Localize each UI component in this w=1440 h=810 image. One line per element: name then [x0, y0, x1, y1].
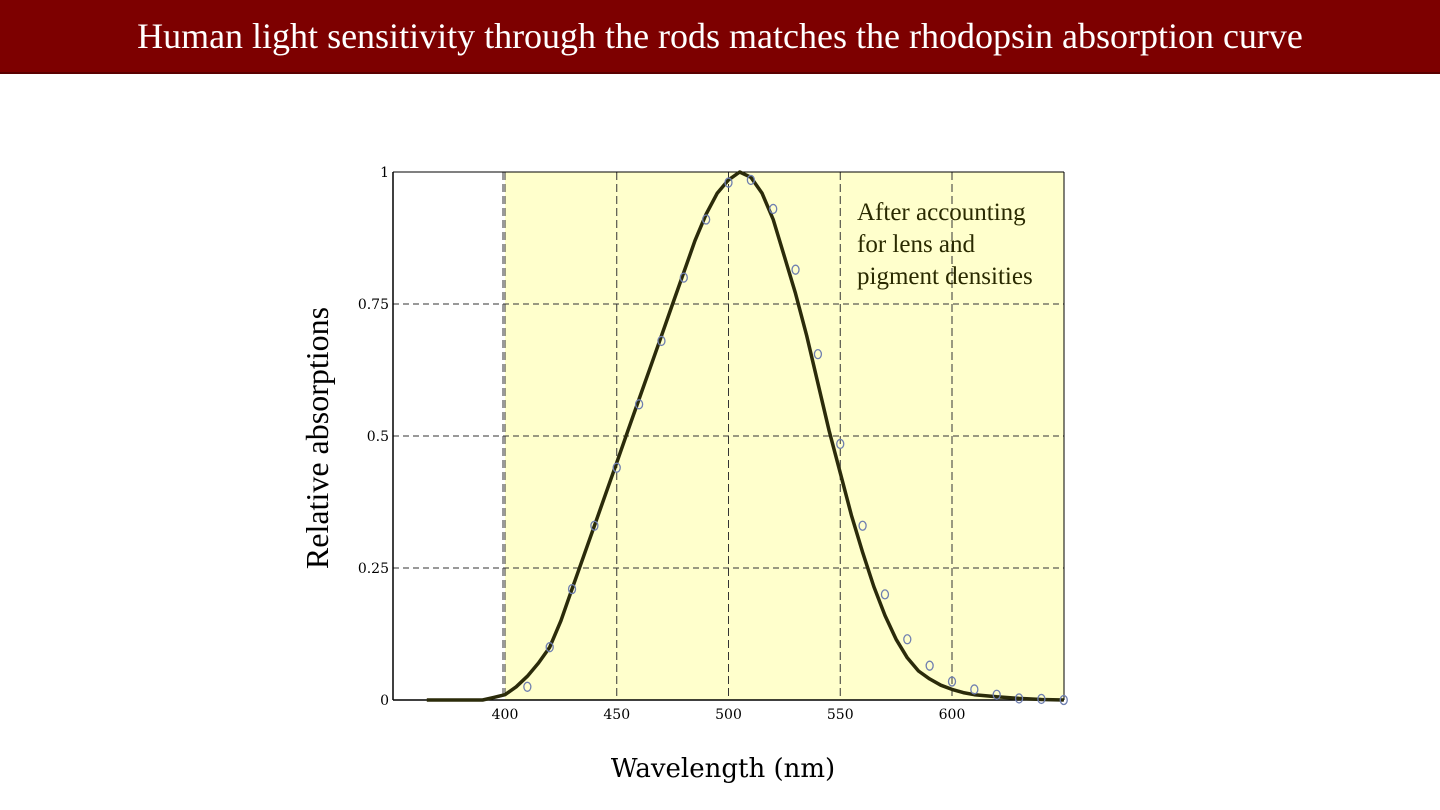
- data-point: [925, 660, 934, 671]
- x-tick-label: 400: [492, 707, 519, 723]
- x-tick-label: 450: [603, 707, 630, 723]
- data-point: [634, 399, 644, 410]
- data-point: [947, 676, 957, 687]
- data-point: [702, 214, 711, 225]
- y-tick-label: 0.25: [358, 561, 389, 577]
- x-axis-label: Wavelength (nm): [611, 754, 835, 784]
- data-point: [746, 174, 755, 186]
- data-point: [657, 335, 666, 347]
- y-axis-label: Relative absorptions: [299, 307, 335, 569]
- x-tick-label: 500: [715, 707, 742, 723]
- data-point: [567, 583, 577, 595]
- slide-title: Human light sensitivity through the rods…: [137, 16, 1303, 56]
- data-point: [836, 438, 845, 450]
- data-point: [545, 642, 554, 653]
- data-point: [724, 177, 733, 188]
- data-point: [1059, 694, 1068, 706]
- data-point: [903, 634, 912, 645]
- y-tick-label: 0: [380, 693, 389, 709]
- data-point: [858, 520, 867, 531]
- data-point: [880, 589, 890, 600]
- y-tick-label: 0.75: [358, 297, 389, 313]
- absorption-curve: [426, 170, 1064, 702]
- data-point: [590, 520, 599, 531]
- y-tick-label: 1: [380, 165, 389, 181]
- annotation-text: After accounting: [857, 199, 1026, 226]
- y-tick-label: 0.5: [367, 429, 389, 445]
- data-point: [769, 203, 778, 215]
- annotation-text: pigment densities: [857, 263, 1033, 290]
- data-point: [679, 272, 688, 283]
- x-tick-label: 600: [939, 707, 966, 723]
- data-point: [970, 684, 979, 695]
- data-point: [813, 349, 823, 360]
- data-point: [791, 264, 800, 275]
- data-point: [992, 689, 1001, 700]
- data-point: [1014, 693, 1024, 704]
- annotation-text: for lens and: [857, 231, 976, 258]
- data-point: [523, 681, 532, 692]
- data-point: [1037, 693, 1046, 705]
- data-point: [612, 462, 621, 473]
- title-bar: Human light sensitivity through the rods…: [0, 0, 1440, 74]
- x-tick-label: 550: [827, 707, 854, 723]
